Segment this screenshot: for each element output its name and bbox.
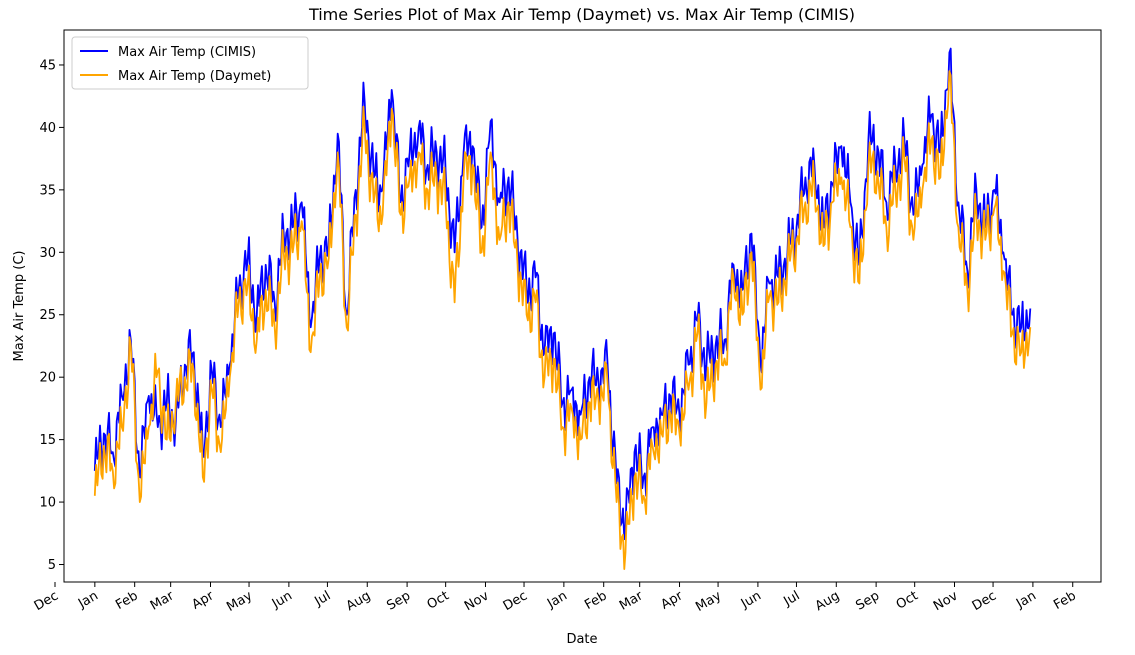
chart-title: Time Series Plot of Max Air Temp (Daymet…: [308, 5, 855, 24]
x-tick-label: Sep: [384, 588, 413, 613]
y-tick-label: 30: [39, 246, 56, 261]
x-tick-label: Jan: [544, 588, 570, 612]
x-axis-label: Date: [566, 632, 597, 647]
x-tick-label: Mar: [148, 588, 177, 614]
x-tick-label: Aug: [813, 588, 842, 614]
x-tick-label: Feb: [1051, 588, 1078, 613]
x-tick-label: Oct: [894, 588, 921, 612]
x-tick-label: Apr: [190, 588, 218, 613]
x-tick-label: Apr: [659, 588, 687, 613]
x-tick-label: Jan: [75, 588, 101, 612]
x-tick-label: Dec: [32, 588, 61, 614]
plot-area: [63, 29, 1102, 583]
y-tick-label: 35: [39, 183, 56, 198]
y-tick-label: 20: [39, 371, 56, 386]
x-tick-label: Mar: [617, 588, 646, 614]
y-tick-label: 5: [48, 558, 56, 573]
series-line-2: [93, 70, 1032, 570]
x-tick-label: May: [693, 588, 724, 615]
legend: Max Air Temp (CIMIS) Max Air Temp (Daymet…: [71, 36, 309, 90]
legend-box: [71, 36, 309, 90]
y-tick-label: 25: [39, 308, 56, 323]
y-axis: 5 10 15 20 25 30 35 40 45: [39, 58, 64, 573]
x-tick-label: May: [224, 588, 255, 615]
x-tick-label: Jan: [1013, 588, 1039, 612]
x-tick-label: Feb: [582, 588, 609, 613]
x-tick-label: Feb: [113, 588, 140, 613]
y-tick-label: 10: [39, 496, 56, 511]
x-tick-label: Nov: [931, 588, 961, 614]
x-tick-label: Jun: [738, 588, 764, 612]
x-tick-label: Nov: [462, 588, 492, 614]
x-tick-label: Jul: [311, 588, 333, 609]
y-tick-label: 45: [39, 58, 56, 73]
x-tick-label: Dec: [501, 588, 530, 614]
legend-label: Max Air Temp (CIMIS): [118, 45, 256, 60]
x-axis: Dec Jan Feb Mar Apr May Jun Jul Aug Sep Oct Nov Dec J…: [32, 582, 1079, 615]
x-tick-label: Oct: [425, 588, 452, 612]
x-tick-label: Aug: [344, 588, 373, 614]
x-tick-label: Jun: [269, 588, 295, 612]
series-line-1: [93, 47, 1032, 541]
y-tick-label: 15: [39, 433, 56, 448]
x-tick-label: Jul: [781, 588, 803, 609]
y-tick-label: 40: [39, 121, 56, 136]
series-lines: [93, 47, 1032, 570]
x-tick-label: Sep: [853, 588, 882, 613]
x-tick-label: Dec: [970, 588, 999, 614]
y-axis-label: Max Air Temp (C): [12, 251, 27, 362]
legend-label: Max Air Temp (Daymet): [118, 69, 271, 84]
